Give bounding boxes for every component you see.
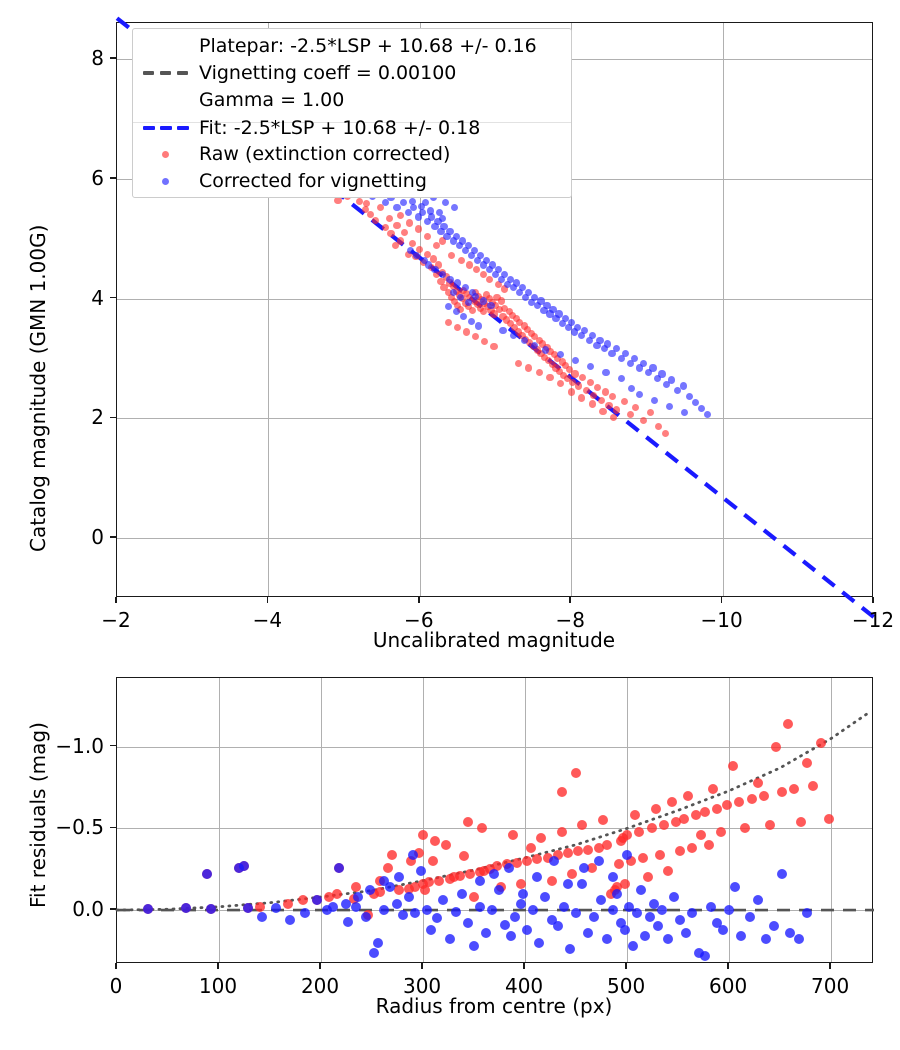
gridline-horizontal (117, 538, 872, 540)
x-tick (720, 597, 723, 603)
gridline-vertical (321, 678, 323, 962)
gridline-vertical (268, 23, 270, 596)
y-tick (110, 826, 116, 829)
legend-entry-raw: Raw (extinction corrected) (143, 143, 450, 165)
x-tick (319, 963, 321, 969)
x-tick (523, 963, 525, 969)
x-tick-label: −4 (252, 608, 283, 632)
legend-marker-dot-blue-icon (143, 174, 189, 188)
x-tick (115, 963, 117, 969)
x-tick (872, 597, 874, 603)
y-tick (110, 908, 116, 910)
y-tick (110, 57, 116, 59)
legend-label-raw: Raw (extinction corrected) (199, 143, 451, 165)
x-axis-label-bottom: Radius from centre (px) (375, 994, 613, 1018)
x-tick-label: 100 (198, 974, 238, 998)
legend-entry-fit: Fit: -2.5*LSP + 10.68 +/- 0.18 (143, 117, 480, 139)
x-tick (418, 597, 420, 603)
y-axis-label-top: Catalog magnitude (GMN 1.00G) (26, 224, 50, 552)
x-tick-label: −12 (851, 608, 895, 632)
x-axis-label-top: Uncalibrated magnitude (372, 628, 616, 652)
legend-marker-dashed-gray-icon (143, 66, 189, 80)
legend-marker-platepar (143, 39, 189, 53)
gridline-vertical (525, 678, 527, 962)
x-tick (569, 597, 571, 603)
legend-divider (133, 122, 571, 123)
x-tick-label: 400 (504, 974, 544, 998)
gridline-vertical (729, 678, 731, 962)
x-tick-label: −2 (101, 608, 131, 632)
x-tick-label: −10 (700, 608, 743, 632)
gridline-horizontal (117, 746, 872, 748)
gridline-horizontal (117, 828, 872, 830)
gridline-horizontal (117, 418, 872, 420)
x-tick-label: 0 (109, 974, 123, 998)
x-tick (115, 597, 117, 603)
y-tick (110, 416, 116, 419)
x-tick (829, 963, 831, 969)
x-tick-label: 700 (811, 974, 850, 998)
legend-label-vignetting-coeff: Vignetting coeff = 0.00100 (199, 62, 457, 84)
x-tick (217, 963, 219, 969)
y-tick (110, 536, 116, 538)
legend-label-corrected: Corrected for vignetting (199, 170, 427, 192)
y-axis-label-bottom: Fit residuals (mag) (26, 722, 50, 908)
gridline-vertical (423, 678, 425, 962)
legend-entry-corrected: Corrected for vignetting (143, 170, 427, 192)
gridline-vertical (627, 678, 629, 962)
x-tick (727, 963, 729, 969)
vignetting-curve-layer (115, 712, 874, 912)
y-tick (110, 296, 116, 299)
x-tick-label: 200 (300, 974, 340, 998)
gridline-vertical (219, 678, 221, 962)
y-tick-label: 4 (91, 285, 104, 310)
y-tick (110, 744, 116, 747)
legend-marker-gamma (143, 93, 189, 107)
legend-label-gamma: Gamma = 1.00 (199, 89, 345, 111)
legend-entry-platepar: Platepar: -2.5*LSP + 10.68 +/- 0.16 (143, 35, 537, 57)
y-tick-label: 6 (91, 165, 104, 190)
x-tick-label: 300 (402, 974, 442, 998)
legend-entry-gamma: Gamma = 1.00 (143, 89, 344, 111)
legend-label-fit: Fit: -2.5*LSP + 10.68 +/- 0.18 (199, 117, 481, 139)
y-tick-label: 8 (91, 45, 104, 70)
x-tick-label: −8 (555, 608, 585, 632)
x-tick (266, 597, 269, 603)
x-tick-label: 500 (607, 974, 646, 998)
x-tick (625, 963, 627, 969)
legend-marker-dot-red-icon (143, 147, 189, 161)
vignetting-curve (115, 712, 869, 912)
gridline-vertical (722, 23, 724, 596)
y-tick-label: 0.0 (72, 897, 104, 922)
x-tick-label: −6 (404, 608, 434, 632)
gridline-vertical (571, 23, 573, 596)
x-tick-label: 600 (709, 974, 748, 998)
y-tick-label: −0.5 (55, 815, 104, 840)
legend-marker-dashed-blue-icon (143, 121, 189, 135)
legend-box: Platepar: -2.5*LSP + 10.68 +/- 0.16 Vign… (132, 28, 572, 198)
y-tick (110, 176, 116, 179)
y-tick-label: −1.0 (55, 733, 104, 758)
y-tick-label: 2 (91, 405, 104, 430)
y-tick-label: 0 (91, 525, 104, 550)
x-tick (421, 963, 423, 969)
fit-residuals-plot (115, 677, 874, 963)
legend-entry-vignetting-coeff: Vignetting coeff = 0.00100 (143, 62, 456, 84)
legend-label-platepar: Platepar: -2.5*LSP + 10.68 +/- 0.16 (199, 35, 537, 57)
gridline-vertical (419, 23, 421, 596)
